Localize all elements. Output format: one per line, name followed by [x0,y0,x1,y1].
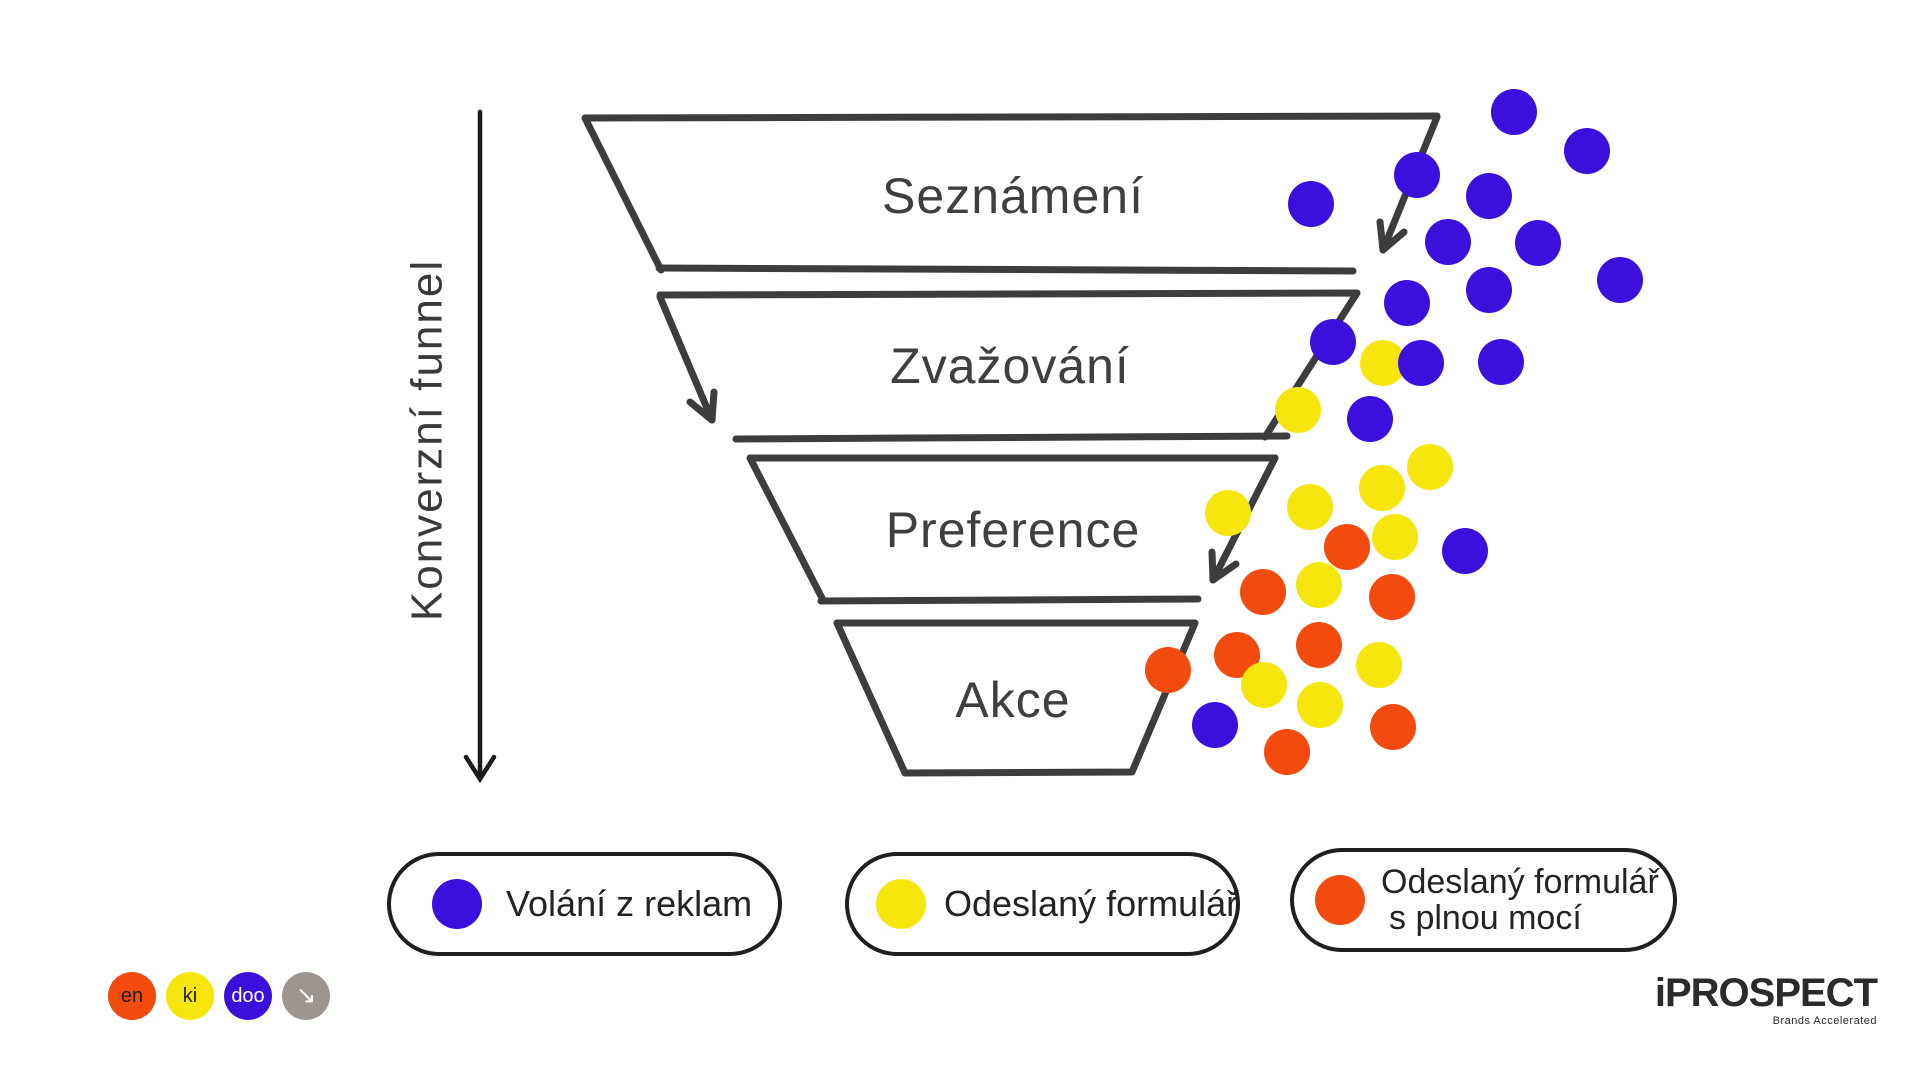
iprospect-logo: iPROSPECT Brands Accelerated [1654,971,1878,1027]
stage-label-preference: Preference [886,502,1141,558]
dot-blue [1466,267,1512,313]
dot-blue [1466,173,1512,219]
legend-label-line1: Odeslaný formulář [1381,862,1659,901]
enkidoo-text-ki: ki [182,984,198,1007]
conversion-dots-layer [1145,89,1643,775]
dot-orange [1324,524,1370,570]
legend-dot-orange [1315,875,1365,925]
legend-item-odeslany-formular: Odeslaný formulář [845,852,1240,956]
enkidoo-circle-doo: doo [224,972,272,1020]
dot-blue [1384,280,1430,326]
dot-blue [1394,152,1440,198]
dot-blue [1564,128,1610,174]
dot-orange [1296,622,1342,668]
dot-blue [1310,319,1356,365]
stage-label-seznameni: Seznámení [882,168,1144,224]
funnel-stage-3-outline [746,454,1279,605]
stage-label-zvazovani: Zvažování [890,338,1130,394]
dot-yellow [1275,387,1321,433]
stage-label-akce: Akce [955,672,1070,728]
dot-blue [1597,257,1643,303]
dot-yellow [1296,562,1342,608]
dot-blue [1398,340,1444,386]
dot-blue [1478,339,1524,385]
axis-label: Konverzní funnel [403,259,452,621]
dot-blue [1192,702,1238,748]
legend-label-line2: s plnou mocí [1389,899,1582,937]
legend-item-volani-z-reklam: Volání z reklam [387,852,782,956]
dot-blue [1491,89,1537,135]
dot-yellow [1372,514,1418,560]
enkidoo-circle-arrow: ↘ [282,972,330,1020]
dot-blue [1288,181,1334,227]
dot-yellow [1241,662,1287,708]
dot-yellow [1407,444,1453,490]
legend-dot-blue [432,879,482,929]
dot-yellow [1287,484,1333,530]
legend-dot-yellow [876,879,926,929]
legend-label: Odeslaný formulář [944,883,1239,924]
iprospect-tagline: Brands Accelerated [1772,1015,1877,1027]
arrow-stage2-to-stage3-icon [656,293,718,424]
dot-yellow [1356,642,1402,688]
enkidoo-circle-en: en [108,972,156,1020]
funnel-stage-4-outline [833,619,1199,777]
legend-item-odeslany-formular-s-plnou-moci: Odeslaný formulář s plnou mocí [1290,848,1677,952]
enkidoo-text-en: en [120,984,144,1007]
funnel-stage-1-outline [581,112,1441,275]
dot-orange [1370,704,1416,750]
dot-blue [1425,219,1471,265]
iprospect-wordmark: iPROSPECT [1654,971,1878,1015]
dot-orange [1369,574,1415,620]
dot-blue [1442,528,1488,574]
dot-yellow [1359,465,1405,511]
enkidoo-text-doo: doo [231,984,265,1007]
dot-yellow [1297,682,1343,728]
dot-yellow [1205,490,1251,536]
southeast-arrow-icon: ↘ [295,982,317,1009]
enkidoo-logo: en ki doo ↘ [108,972,330,1020]
legend-label: Volání z reklam [506,883,753,924]
dot-orange [1214,632,1260,678]
dot-orange [1145,647,1191,693]
dot-blue [1515,220,1561,266]
dot-yellow [1360,340,1406,386]
dot-orange [1240,569,1286,615]
dot-orange [1264,729,1310,775]
enkidoo-circle-ki: ki [166,972,214,1020]
dot-blue [1347,396,1393,442]
axis-arrow-down-icon [463,109,497,784]
